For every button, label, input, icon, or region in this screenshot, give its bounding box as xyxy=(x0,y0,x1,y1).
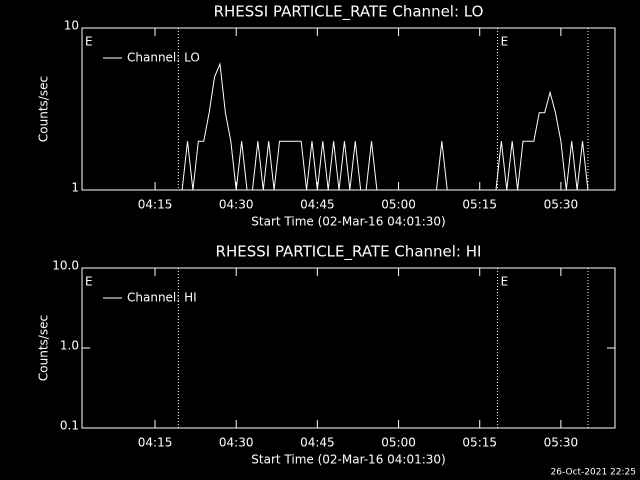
x-tick-label: 04:15 xyxy=(138,436,173,450)
x-tick-label: 05:00 xyxy=(381,436,416,450)
chart-title: RHESSI PARTICLE_RATE Channel: HI xyxy=(216,243,482,262)
plot-frame xyxy=(81,27,616,191)
x-tick-label: 04:30 xyxy=(219,436,254,450)
x-tick-label: 05:15 xyxy=(462,436,497,450)
y-tick-label: 0.1 xyxy=(60,419,79,433)
x-tick-label: 05:30 xyxy=(544,436,579,450)
y-axis-label: Counts/sec xyxy=(37,315,51,381)
y-tick-label: 10 xyxy=(64,19,79,33)
x-tick-label: 05:30 xyxy=(544,198,579,212)
y-tick-label: 1.0 xyxy=(60,339,79,353)
x-tick-label: 05:15 xyxy=(462,198,497,212)
x-axis-label: Start Time (02-Mar-16 04:01:30) xyxy=(251,453,445,467)
event-label: E xyxy=(85,275,93,289)
legend-label: Channel: HI xyxy=(127,291,197,305)
y-axis-label: Counts/sec xyxy=(37,76,51,142)
y-tick-label: 1 xyxy=(71,181,79,195)
x-tick-label: 05:00 xyxy=(381,198,416,212)
event-label: E xyxy=(501,35,509,49)
chart-title: RHESSI PARTICLE_RATE Channel: LO xyxy=(214,3,484,22)
data-line xyxy=(84,61,610,191)
timestamp: 26-Oct-2021 22:25 xyxy=(551,468,636,478)
x-tick-label: 04:15 xyxy=(138,198,173,212)
event-label: E xyxy=(501,275,509,289)
event-label: E xyxy=(85,35,93,49)
x-tick-label: 04:45 xyxy=(300,436,335,450)
y-tick-label: 10.0 xyxy=(52,259,79,273)
x-tick-label: 04:30 xyxy=(219,198,254,212)
x-axis-label: Start Time (02-Mar-16 04:01:30) xyxy=(251,215,445,229)
x-tick-label: 04:45 xyxy=(300,198,335,212)
legend-label: Channel: LO xyxy=(127,51,200,65)
